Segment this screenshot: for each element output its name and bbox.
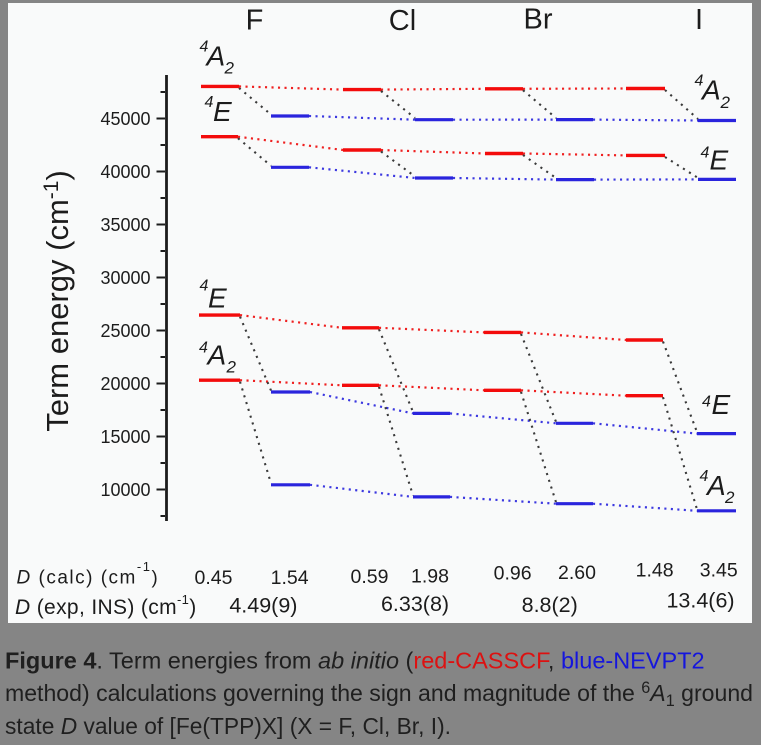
svg-text:A: A — [206, 340, 227, 371]
svg-text:0.96: 0.96 — [494, 563, 532, 585]
svg-text:4: 4 — [205, 94, 214, 111]
svg-text:E: E — [710, 145, 729, 176]
svg-text:Cl: Cl — [389, 5, 416, 37]
svg-text:4: 4 — [701, 145, 710, 162]
svg-text:4: 4 — [200, 278, 209, 295]
svg-text:D (exp, INS) (cm-1): D (exp, INS) (cm-1) — [15, 592, 197, 619]
svg-text:Term energy (cm-1): Term energy (cm-1) — [40, 170, 75, 432]
svg-text:I: I — [695, 4, 703, 36]
svg-text:F: F — [246, 4, 264, 36]
svg-text:1.54: 1.54 — [271, 567, 309, 589]
svg-text:20000: 20000 — [100, 374, 150, 394]
svg-text:1.98: 1.98 — [411, 566, 449, 588]
svg-text:2: 2 — [226, 358, 237, 377]
svg-text:45000: 45000 — [100, 109, 150, 129]
svg-text:6.33(8): 6.33(8) — [381, 592, 449, 616]
svg-text:A: A — [700, 75, 721, 106]
svg-text:E: E — [712, 389, 731, 420]
svg-text:state D value of [Fe(TPP)X] (X: state D value of [Fe(TPP)X] (X = F, Cl, … — [5, 713, 451, 739]
svg-text:method) calculations governing: method) calculations governing the sign … — [5, 679, 753, 710]
svg-text:3.45: 3.45 — [700, 560, 738, 582]
svg-text:30000: 30000 — [100, 268, 150, 288]
svg-text:4: 4 — [695, 73, 704, 90]
svg-text:E: E — [208, 283, 227, 314]
svg-text:2: 2 — [720, 93, 731, 112]
svg-text:Br: Br — [524, 4, 553, 36]
svg-text:A: A — [205, 41, 226, 72]
svg-text:2: 2 — [724, 488, 735, 507]
svg-text:4: 4 — [199, 340, 208, 357]
svg-text:8.8(2): 8.8(2) — [522, 593, 578, 617]
svg-text:13.4(6): 13.4(6) — [666, 589, 734, 613]
svg-text:A: A — [705, 470, 726, 501]
svg-text:40000: 40000 — [100, 162, 150, 182]
svg-text:2: 2 — [224, 59, 235, 78]
svg-text:4.49(9): 4.49(9) — [229, 593, 297, 617]
svg-text:25000: 25000 — [100, 321, 150, 341]
svg-text:4: 4 — [700, 468, 709, 485]
svg-text:4: 4 — [702, 394, 711, 411]
svg-text:4: 4 — [200, 39, 209, 56]
svg-text:10000: 10000 — [100, 480, 150, 500]
svg-text:E: E — [213, 96, 232, 127]
svg-text:Figure 4. Term energies from a: Figure 4. Term energies from ab initio (… — [5, 648, 705, 674]
svg-text:35000: 35000 — [100, 215, 150, 235]
svg-text:1.48: 1.48 — [636, 560, 674, 582]
svg-text:2.60: 2.60 — [558, 562, 596, 584]
svg-text:15000: 15000 — [100, 427, 150, 447]
svg-text:0.59: 0.59 — [351, 566, 389, 588]
svg-text:0.45: 0.45 — [195, 567, 233, 589]
